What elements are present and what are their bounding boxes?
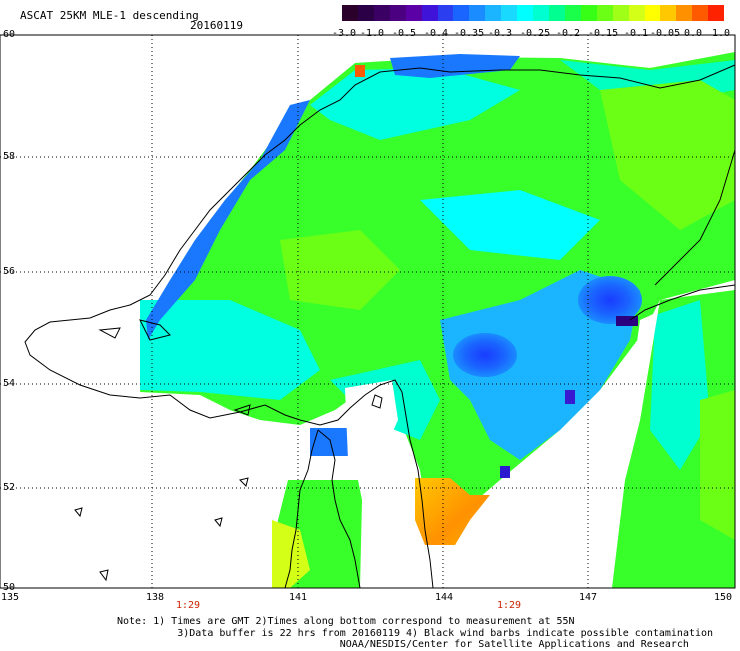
lon-label: 150	[714, 592, 733, 603]
lat-label: 52	[3, 482, 16, 493]
colorbar-segment	[453, 5, 470, 21]
swath-patch	[565, 390, 575, 404]
swath-patch	[578, 276, 642, 324]
swath-patch	[390, 54, 520, 78]
swath-patch	[600, 80, 735, 230]
colorbar-segment	[548, 5, 565, 21]
note-line-3: NOAA/NESDIS/Center for Satellite Applica…	[339, 639, 689, 650]
swath-patch	[146, 100, 310, 340]
lon-label: 147	[579, 592, 598, 603]
coastline-island	[233, 404, 251, 416]
note-line-2: 3)Data buffer is 22 hrs from 20160119 4)…	[177, 627, 714, 639]
colorbar-segment	[628, 5, 645, 21]
lat-label: 56	[3, 266, 16, 277]
colorbar-tick: 0.0	[684, 28, 703, 39]
swath-patch	[616, 316, 638, 326]
coastline-island	[239, 477, 249, 487]
footnotes: Note: 1) Times are GMT 2)Times along bot…	[117, 616, 713, 651]
colorbar-segment	[357, 5, 374, 21]
colorbar-segment	[692, 5, 709, 21]
swath-patch	[310, 428, 348, 456]
colorbar-tick: -0.25	[520, 28, 551, 39]
lat-label: 60	[3, 29, 16, 40]
swath-patch	[453, 333, 517, 377]
colorbar-segment	[405, 5, 422, 21]
coastline-kamchatka	[629, 149, 736, 321]
coastline-island	[74, 507, 83, 518]
swath-patch	[500, 466, 510, 478]
colorbar-tick: -0.5	[392, 28, 417, 39]
coastline-sakhalin	[284, 429, 361, 589]
swath-patch	[272, 520, 310, 588]
lon-label: 141	[289, 592, 308, 603]
colorbar-segment	[485, 5, 502, 21]
colorbar-segment	[437, 5, 454, 21]
colorbar-segment	[342, 5, 358, 21]
colorbar-tick: -0.35	[454, 28, 485, 39]
colorbar-segment	[517, 5, 534, 21]
colorbar-segment	[389, 5, 406, 21]
colorbar-segment	[501, 5, 518, 21]
swath-patch	[140, 300, 320, 400]
lat-label: 50	[3, 582, 16, 593]
coastline-island	[371, 394, 383, 409]
colorbar-segment	[708, 5, 725, 21]
colorbar-tick: -3.0	[332, 28, 357, 39]
swath-patch	[700, 390, 735, 540]
colorbar-tick: 1.0	[712, 28, 731, 39]
swath-patch	[355, 65, 365, 77]
product-title: ASCAT 25KM MLE-1 descending	[20, 9, 199, 22]
colorbar-segment	[660, 5, 677, 21]
colorbar-tick: -0.2	[556, 28, 581, 39]
lat-label: 58	[3, 151, 16, 162]
lon-label: 144	[435, 592, 454, 603]
swath-gap	[600, 312, 658, 588]
coastline-island	[214, 517, 223, 528]
swath-patch	[650, 300, 710, 470]
colorbar	[342, 5, 725, 21]
colorbar-segment	[373, 5, 390, 21]
swath-patch	[280, 230, 400, 310]
pass-time: 1:29	[497, 600, 522, 611]
colorbar-segment	[580, 5, 597, 21]
lon-label: 135	[1, 592, 20, 603]
colorbar-ticks: -3.0 -1.0 -0.5 -0.4 -0.35 -0.3 -0.25 -0.…	[332, 28, 732, 40]
note-line-1: Note: 1) Times are GMT 2)Times along bot…	[117, 616, 575, 627]
product-date: 20160119	[190, 19, 243, 32]
coastline-island	[98, 327, 121, 339]
colorbar-tick: -0.3	[488, 28, 513, 39]
swath-main	[140, 52, 735, 540]
map-frame	[0, 34, 736, 589]
colorbar-segment	[612, 5, 629, 21]
colorbar-segment	[596, 5, 613, 21]
swath-patch	[420, 190, 600, 260]
swath-patch	[310, 68, 520, 140]
colorbar-segment	[421, 5, 438, 21]
colorbar-segment	[564, 5, 581, 21]
lon-label: 138	[146, 592, 165, 603]
coastline-island	[99, 569, 109, 582]
colorbar-tick: -0.4	[424, 28, 449, 39]
colorbar-tick: -0.05	[650, 28, 681, 39]
colorbar-tick: -1.0	[360, 28, 385, 39]
pass-time: 1:29	[176, 600, 201, 611]
coastline	[24, 64, 736, 589]
colorbar-tick: -0.1	[624, 28, 649, 39]
colorbar-segment	[676, 5, 693, 21]
swath-gap	[345, 380, 398, 480]
data-swath	[140, 52, 735, 588]
colorbar-tick: -0.15	[588, 28, 619, 39]
coastline-mainland	[24, 64, 736, 589]
lat-label: 54	[3, 378, 16, 389]
colorbar-segment	[644, 5, 661, 21]
colorbar-segment	[533, 5, 549, 21]
swath-patch	[415, 478, 490, 545]
colorbar-segment	[469, 5, 486, 21]
coastline-island	[139, 319, 171, 341]
